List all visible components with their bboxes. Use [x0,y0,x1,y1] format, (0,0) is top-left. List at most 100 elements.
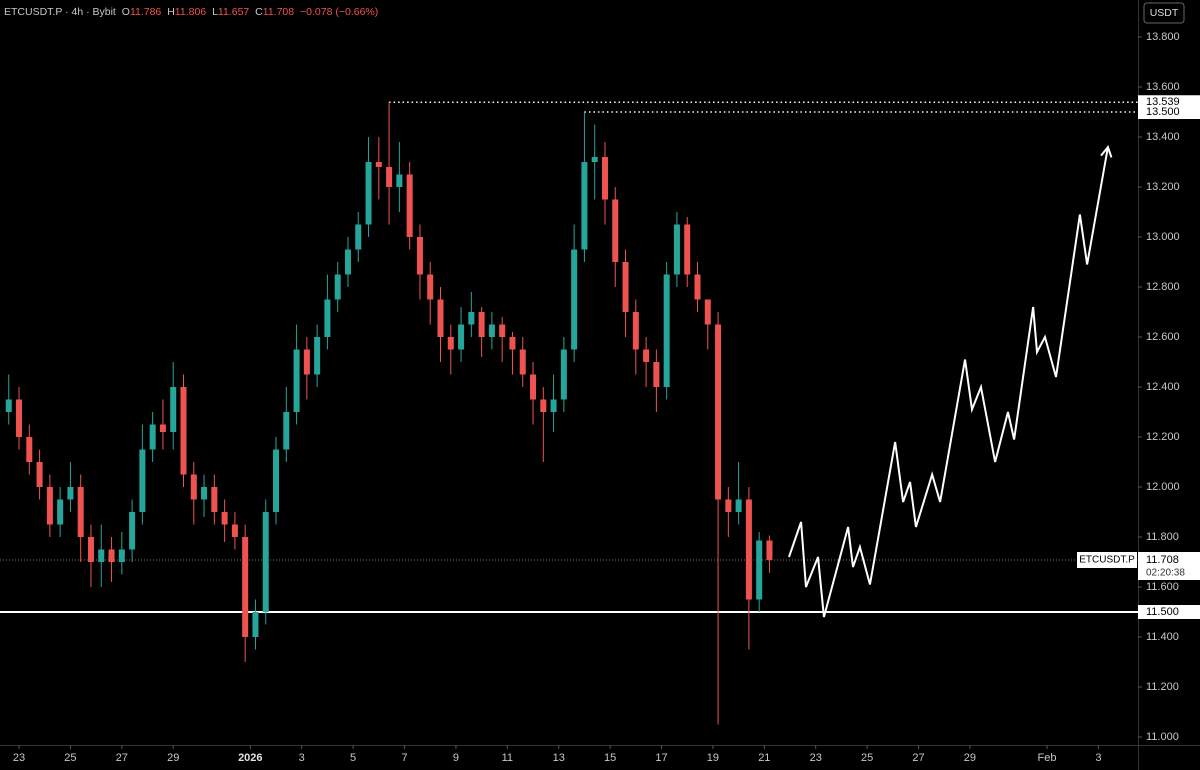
x-tick-label: 27 [116,752,128,764]
open-value: 11.786 [130,6,161,18]
ohlc-letter: H [167,6,175,18]
price-tag-label: 11.708 [1146,554,1179,566]
header: ETCUSDT.P · 4h · Bybit O11.786 H11.806 L… [4,6,378,18]
candle-body [87,537,94,562]
x-tick-label: 19 [707,752,719,764]
candle-body [684,224,691,275]
x-tick-label: 7 [401,752,407,764]
candle-body [303,349,310,375]
candle-body [355,224,362,250]
countdown-label: 02:20:38 [1146,568,1185,579]
candle-body [242,537,249,637]
y-tick-label: 11.600 [1146,581,1179,593]
x-tick-label: 21 [758,752,770,764]
candle-body [231,524,238,537]
y-tick-label: 12.400 [1146,381,1180,393]
x-tick-label: 23 [13,752,25,764]
symbol-tag [1077,552,1137,568]
candle-body [159,424,166,432]
candle-body [293,349,300,412]
ohlc-letter: C [255,6,263,18]
candle-body [108,549,115,562]
candle-body [530,374,537,400]
candle-body [591,157,598,162]
candle-body [139,449,146,512]
high-value: 11.806 [175,6,206,18]
candle-body [5,399,12,412]
ohlc-letter: L [212,6,218,18]
candle-body [437,299,444,337]
candle-body [46,487,53,525]
close-value: 11.708 [263,6,294,18]
x-tick-label: 29 [964,752,976,764]
candle-body [601,157,608,200]
candle-body [499,324,506,337]
candle-body [190,474,197,500]
candle-body [406,174,413,237]
price-tag [1138,552,1200,580]
candle-body [416,237,423,275]
currency-label[interactable]: USDT [1150,7,1179,19]
candle-body [560,349,567,400]
candle-body [334,274,341,300]
candle-body [77,487,84,537]
level-tag-label: 11.500 [1146,606,1179,618]
candle-body [344,249,351,275]
y-tick-label: 11.400 [1146,631,1179,643]
y-tick-label: 13.800 [1146,31,1180,43]
symbol-tag-label: ETCUSDT.P [1079,555,1135,566]
x-tick-label: 29 [167,752,179,764]
candle-body [540,399,547,412]
y-tick-label: 11.800 [1146,531,1179,543]
x-tick-label: 5 [350,752,356,764]
candle-body [735,499,742,512]
candle-body [36,462,43,487]
candle-body [149,424,156,450]
candle-body [262,512,269,612]
x-tick-label: 25 [861,752,873,764]
candle-body [643,349,650,362]
candle-body [673,224,680,275]
candle-body [118,549,125,562]
x-tick-label: 25 [64,752,76,764]
candle-body [129,512,136,550]
candle-body [766,540,773,560]
candle-body [715,324,722,500]
candle-body [375,162,382,167]
y-tick-label: 12.000 [1146,481,1180,493]
y-tick-label: 13.000 [1146,231,1180,243]
candle-body [468,312,475,325]
candle-body [653,362,660,387]
candle-body [98,549,105,562]
x-tick-label: 15 [604,752,616,764]
currency-button[interactable] [1143,2,1185,24]
candle-body [632,312,639,350]
candle-body [180,387,187,475]
projection-line [788,146,1109,618]
candle-body [458,324,465,350]
ohlc-letter: O [122,6,130,18]
x-tick-label: 3 [1095,752,1101,764]
candle-body [488,324,495,337]
candle-body [622,262,629,312]
candle-body [324,299,331,337]
candle-body [612,199,619,262]
candle-body [314,337,321,375]
projection-arrowhead [1100,144,1113,158]
candle-body [663,274,670,387]
low-value: 11.657 [218,6,249,18]
candle-body [478,312,485,337]
plot-area [0,101,1138,725]
x-tick-label: 27 [912,752,924,764]
candle-body [201,487,208,500]
candle-body [509,337,516,350]
x-tick-label: 23 [810,752,822,764]
y-tick-label: 12.600 [1146,331,1180,343]
candle-body [519,349,526,375]
candle-body [57,499,64,525]
y-tick-label: 13.200 [1146,181,1180,193]
y-tick-label: 11.200 [1146,681,1179,693]
x-tick-label: 3 [299,752,305,764]
level-tag [1138,605,1200,619]
